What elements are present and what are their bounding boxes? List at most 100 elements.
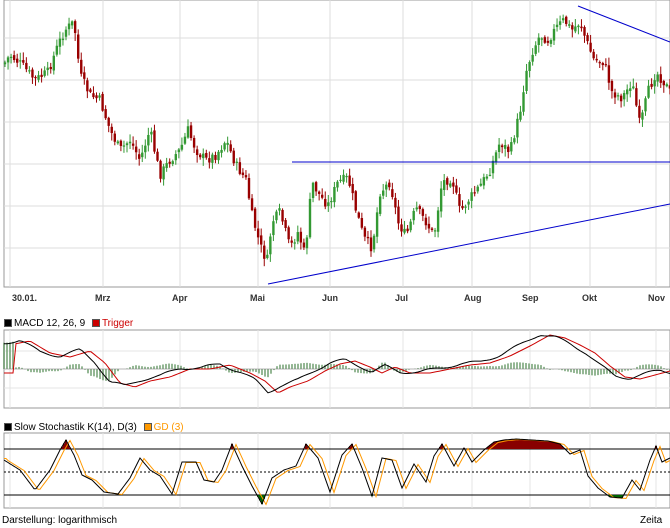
candle-body-84 (260, 235, 263, 245)
stochastic-overbought-fill-36 (509, 439, 511, 449)
candle-body-152 (467, 201, 470, 205)
x-tick-label-8: Okt (582, 293, 597, 303)
candle-body-3 (12, 55, 16, 61)
candle-body-135 (415, 207, 418, 210)
macd-histogram-bar-87 (273, 369, 275, 371)
candle-body-184 (565, 16, 568, 24)
candle-body-157 (482, 177, 486, 186)
macd-histogram-bar-47 (150, 366, 152, 369)
candle-body-133 (409, 221, 412, 231)
x-tick-label-9: Nov (648, 293, 665, 303)
stochastic-legend: Slow Stochastik K(14), D(3) GD (3) (4, 422, 184, 434)
macd-histogram-bar-195 (606, 369, 608, 374)
macd-histogram-bar-75 (237, 369, 239, 373)
candle-body-12 (40, 74, 43, 77)
stochastic-overbought-fill-72 (655, 446, 657, 449)
candle-body-0 (3, 62, 7, 65)
candle-body-191 (586, 35, 589, 42)
macd-histogram-bar-208 (645, 364, 647, 369)
macd-histogram-bar-149 (465, 366, 467, 369)
candle-body-81 (250, 198, 254, 211)
macd-histogram-bar-184 (573, 369, 575, 373)
macd-histogram-bar-209 (648, 364, 650, 369)
macd-histogram-bar-80 (252, 369, 254, 372)
macd-histogram-bar-135 (423, 366, 425, 369)
x-tick-label-1: Mrz (95, 293, 111, 303)
stochastic-overbought-fill-40 (517, 439, 519, 449)
candle-body-99 (305, 237, 309, 249)
candle-body-199 (610, 81, 614, 92)
stochastic-legend-swatch (4, 423, 12, 431)
candle-body-164 (504, 144, 507, 149)
candle-body-41 (128, 141, 132, 144)
macd-histogram-bar-126 (393, 369, 395, 371)
candle-body-218 (668, 85, 670, 89)
stochastic-overbought-fill-60 (557, 443, 559, 449)
macd-histogram-bar-17 (54, 369, 56, 372)
candle-body-57 (177, 149, 181, 153)
candle-body-124 (382, 190, 385, 196)
candle-body-4 (16, 58, 19, 63)
candle-body-76 (235, 161, 238, 163)
candle-body-175 (537, 37, 540, 46)
candle-body-103 (317, 191, 321, 194)
candle-body-194 (595, 58, 598, 61)
macd-histogram-bar-159 (495, 366, 497, 369)
candle-body-20 (64, 29, 68, 37)
stochastic-overbought-fill-2 (65, 440, 67, 449)
candle-body-7 (25, 62, 28, 70)
stochastic-overbought-fill-44 (525, 439, 527, 449)
stochastic-overbought-fill-37 (511, 439, 513, 449)
scale-footer: Darstellung: logarithmisch (2, 515, 118, 526)
candle-body-61 (189, 125, 193, 138)
x-tick-label-2: Apr (172, 293, 188, 303)
candle-body-213 (653, 80, 656, 87)
macd-histogram-bar-15 (48, 369, 50, 372)
macd-histogram-bar-19 (60, 369, 62, 371)
macd-histogram-bar-76 (240, 369, 242, 372)
candle-body-210 (644, 98, 647, 112)
candle-body-195 (598, 62, 601, 64)
stochastic-overbought-fill-49 (535, 440, 537, 449)
macd-histogram-bar-202 (627, 369, 629, 371)
candle-body-132 (406, 228, 409, 232)
candle-body-54 (168, 161, 171, 164)
macd-histogram-bar-160 (498, 366, 500, 369)
stochastic-overbought-fill-32 (501, 440, 503, 449)
candle-body-87 (269, 236, 272, 255)
macd-histogram-bar-197 (612, 369, 614, 375)
candle-body-139 (427, 223, 431, 229)
candle-body-82 (253, 208, 257, 228)
macd-histogram-bar-124 (387, 365, 389, 369)
macd-histogram-bar-198 (615, 369, 617, 375)
macd-histogram-bar-189 (588, 369, 590, 375)
macd-histogram-bar-113 (351, 369, 353, 371)
macd-histogram-bar-214 (663, 368, 665, 369)
candle-body-37 (116, 141, 120, 144)
candle-body-83 (256, 228, 260, 238)
macd-histogram-bar-117 (363, 369, 365, 374)
candle-body-27 (86, 80, 89, 92)
candle-body-92 (284, 220, 287, 228)
macd-histogram-bar-64 (204, 366, 206, 369)
macd-histogram-bar-123 (384, 362, 386, 369)
stochastic-overbought-fill-59 (555, 443, 557, 449)
macd-histogram-bar-69 (219, 366, 221, 369)
macd-histogram-bar-158 (492, 366, 494, 369)
candle-body-30 (95, 95, 98, 99)
macd-histogram-bar-2 (9, 342, 11, 369)
macd-histogram-bar-188 (585, 369, 587, 375)
time-axis-footer: Zeita (640, 515, 663, 526)
candle-body-16 (52, 55, 55, 71)
candle-body-209 (641, 112, 644, 120)
x-tick-label-7: Sep (522, 293, 539, 303)
candle-body-176 (540, 38, 543, 40)
macd-histogram-bar-207 (642, 364, 644, 369)
macd-histogram-bar-23 (72, 364, 74, 369)
macd-legend-swatch (4, 319, 12, 327)
macd-histogram-bar-180 (561, 369, 563, 371)
macd-histogram-bar-167 (519, 362, 521, 369)
candle-body-106 (327, 202, 330, 207)
candle-body-44 (138, 154, 141, 159)
macd-histogram-bar-111 (345, 365, 347, 369)
